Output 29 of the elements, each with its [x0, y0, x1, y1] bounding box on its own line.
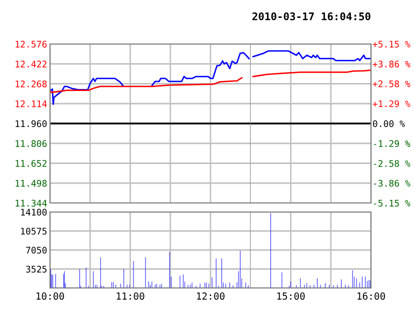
x-tick-label: 12:00	[197, 292, 225, 300]
y-tick-label: 12.422	[16, 60, 46, 68]
y-tick-label: 11.960	[16, 120, 47, 128]
x-tick-label: 15:00	[277, 292, 305, 300]
text: +3.86 %	[372, 60, 410, 68]
y-tick-label: 11.806	[16, 140, 47, 147]
y-tick-label: 11.344	[16, 200, 47, 207]
text: +2.58 %	[372, 80, 410, 88]
y-tick-label: 11.652	[16, 160, 46, 167]
text: -3.86 %	[374, 180, 410, 187]
y-tick-label: 10575	[21, 228, 46, 235]
text: +1.29 %	[372, 100, 410, 108]
y-tick-label: 12.114	[16, 100, 47, 108]
x-tick-label: 11:00	[116, 292, 144, 300]
x-tick-label: 16:00	[358, 292, 386, 300]
text: +5.15 %	[372, 40, 410, 48]
text: 0.00 %	[372, 120, 405, 128]
y-tick-label: 12.576	[16, 40, 47, 48]
y-tick-label: 3525	[26, 266, 46, 273]
text: -2.58 %	[374, 160, 410, 167]
chart-title: 2010-03-17 16:04:50	[252, 12, 370, 20]
x-tick-label: 10:00	[36, 292, 64, 300]
y-tick-label: 11.498	[16, 180, 47, 187]
text: -1.29 %	[374, 140, 410, 147]
y-tick-label: 12.268	[16, 80, 47, 88]
text: -5.15 %	[374, 200, 410, 207]
y-tick-label: 14100	[21, 208, 47, 216]
y-tick-label: 7050	[26, 246, 47, 254]
line-series	[50, 77, 242, 94]
